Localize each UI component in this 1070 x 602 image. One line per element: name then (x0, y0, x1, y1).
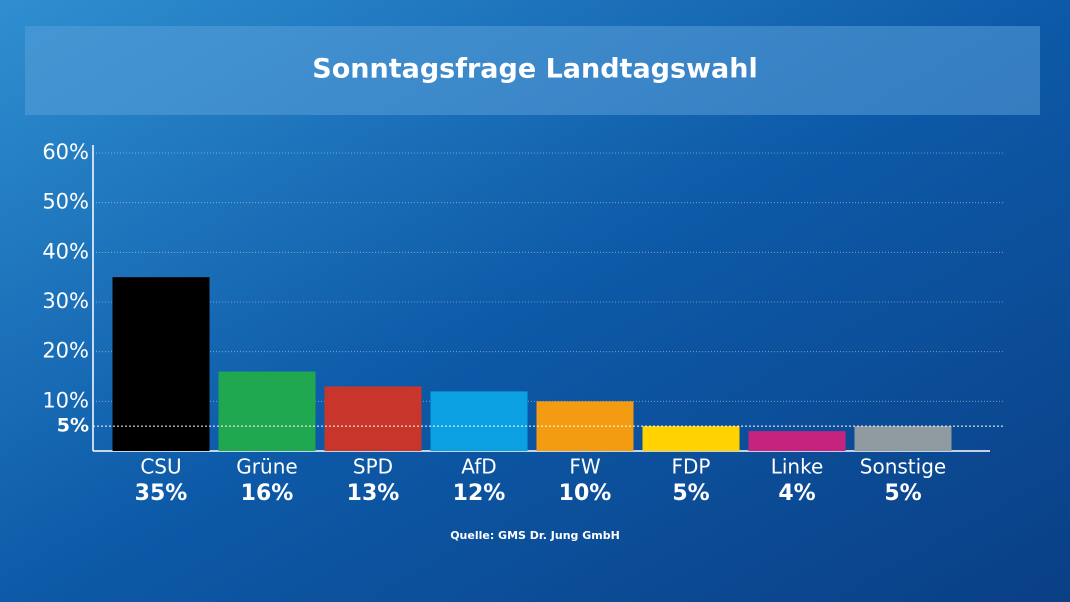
bar (430, 391, 528, 451)
value-label: 5% (672, 481, 709, 506)
y-tick-label: 30% (42, 289, 89, 313)
x-tick-label: SPD (353, 455, 393, 479)
x-tick-label: FDP (672, 455, 711, 479)
value-label: 5% (884, 481, 921, 506)
value-label: 12% (453, 481, 506, 506)
reference-label: 5% (57, 415, 89, 437)
chart-title: Sonntagsfrage Landtagswahl (312, 54, 757, 85)
x-tick-label: FW (569, 455, 601, 479)
bar (642, 426, 740, 451)
x-tick-label: Sonstige (860, 455, 946, 479)
y-tick-label: 40% (42, 239, 89, 263)
x-tick-label: AfD (461, 455, 496, 479)
y-tick-label: 10% (42, 388, 89, 412)
value-label: 35% (135, 481, 188, 506)
x-tick-label: Linke (771, 455, 824, 479)
bar (112, 277, 210, 451)
source: Quelle: GMS Dr. Jung GmbH (450, 529, 620, 542)
value-label: 13% (347, 481, 400, 506)
bar (324, 386, 422, 451)
y-tick-label: 60% (42, 140, 89, 164)
x-tick-label: Grüne (236, 455, 297, 479)
value-label: 4% (778, 481, 815, 506)
bar (748, 431, 846, 451)
x-tick-label: CSU (140, 455, 181, 479)
bar (854, 426, 952, 451)
bar (218, 371, 316, 451)
value-label: 16% (241, 481, 294, 506)
value-label: 10% (559, 481, 612, 506)
y-tick-label: 50% (42, 190, 89, 214)
title-box (25, 26, 1040, 115)
y-tick-label: 20% (42, 339, 89, 363)
